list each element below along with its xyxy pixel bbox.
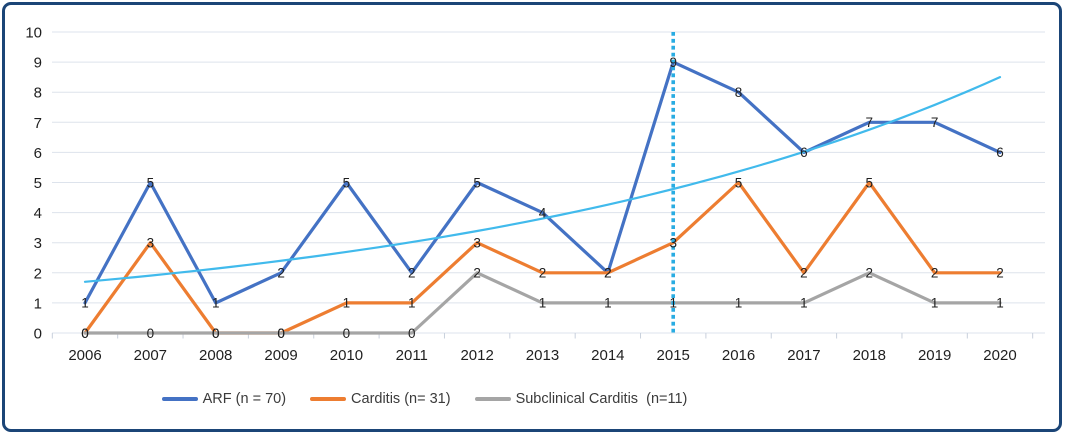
data-label: 0 xyxy=(212,326,220,341)
data-label: 1 xyxy=(735,296,743,311)
data-label: 2 xyxy=(604,266,612,281)
legend-item-carditis: Carditis (n= 31) xyxy=(310,391,451,407)
y-axis-tick-label: 4 xyxy=(34,205,42,222)
y-axis-tick-label: 8 xyxy=(34,85,42,102)
y-axis-tick-label: 7 xyxy=(34,115,42,132)
legend-label-arf: ARF (n = 70) xyxy=(202,391,287,407)
data-label: 2 xyxy=(277,266,285,281)
data-label: 9 xyxy=(669,55,677,70)
y-axis-tick-label: 6 xyxy=(34,145,42,162)
data-label: 1 xyxy=(81,296,89,311)
x-axis-tick-label: 2008 xyxy=(199,347,232,364)
data-label: 1 xyxy=(996,296,1004,311)
data-label: 8 xyxy=(735,85,743,100)
legend-label-subclinical-carditis: Subclinical Carditis (n=11) xyxy=(515,391,688,407)
x-axis-tick-label: 2019 xyxy=(918,347,951,364)
data-label: 0 xyxy=(277,326,285,341)
data-label: 5 xyxy=(147,175,155,190)
x-axis-tick-label: 2014 xyxy=(591,347,624,364)
data-label: 1 xyxy=(669,296,677,311)
x-axis-tick-label: 2010 xyxy=(330,347,363,364)
y-axis-tick-label: 0 xyxy=(34,326,42,343)
data-label: 0 xyxy=(408,326,416,341)
x-axis-tick-label: 2009 xyxy=(264,347,297,364)
data-label: 1 xyxy=(604,296,612,311)
series-line-2 xyxy=(83,271,1002,335)
data-label: 7 xyxy=(931,115,939,130)
data-label: 0 xyxy=(212,326,220,341)
y-axis-tick-label: 9 xyxy=(34,55,42,72)
legend: ARF (n = 70) Carditis (n= 31) Subclinica… xyxy=(0,391,957,407)
data-label: 0 xyxy=(277,326,285,341)
carditis-line-swatch xyxy=(310,397,347,401)
data-label: 1 xyxy=(408,296,416,311)
data-label: 2 xyxy=(473,266,481,281)
data-label: 3 xyxy=(147,236,155,251)
subclinical-carditis-line-swatch xyxy=(474,397,511,401)
data-label: 2 xyxy=(996,266,1004,281)
y-axis-tick-label: 2 xyxy=(34,265,42,282)
data-label: 2 xyxy=(931,266,939,281)
data-label: 6 xyxy=(996,145,1004,160)
y-axis-tick-label: 10 xyxy=(25,25,42,42)
arf-line-swatch xyxy=(161,397,198,401)
legend-item-arf: ARF (n = 70) xyxy=(161,391,287,407)
data-label: 7 xyxy=(866,115,874,130)
x-axis-tick-label: 2015 xyxy=(657,347,690,364)
data-label: 3 xyxy=(473,236,481,251)
legend-item-subclinical-carditis: Subclinical Carditis (n=11) xyxy=(474,391,688,407)
data-label: 1 xyxy=(212,296,220,311)
y-axis-tick-label: 1 xyxy=(34,295,42,312)
data-label: 5 xyxy=(866,175,874,190)
series-line-0 xyxy=(83,60,1002,305)
x-axis-tick-label: 2017 xyxy=(787,347,820,364)
data-label: 0 xyxy=(147,326,155,341)
data-label: 2 xyxy=(408,266,416,281)
y-axis-tick-label: 5 xyxy=(34,175,42,192)
x-axis-tick-label: 2006 xyxy=(68,347,101,364)
data-label: 1 xyxy=(343,296,351,311)
x-axis-tick-label: 2012 xyxy=(460,347,493,364)
data-label: 2 xyxy=(800,266,808,281)
data-label: 0 xyxy=(343,326,351,341)
data-label: 2 xyxy=(866,266,874,281)
data-label: 2 xyxy=(604,266,612,281)
data-label: 2 xyxy=(539,266,547,281)
y-axis-tick-label: 3 xyxy=(34,235,42,252)
x-axis-tick-label: 2016 xyxy=(722,347,755,364)
data-label: 5 xyxy=(343,175,351,190)
data-label: 1 xyxy=(931,296,939,311)
x-axis-tick-label: 2007 xyxy=(134,347,167,364)
x-axis-tick-label: 2013 xyxy=(526,347,559,364)
x-axis-tick-label: 2011 xyxy=(396,347,428,364)
x-axis-tick-label: 2018 xyxy=(853,347,886,364)
data-label: 4 xyxy=(539,205,547,220)
data-label: 1 xyxy=(800,296,808,311)
data-label: 3 xyxy=(669,236,677,251)
trendline xyxy=(83,76,1002,283)
x-axis-tick-label: 2020 xyxy=(983,347,1016,364)
data-label: 1 xyxy=(539,296,547,311)
data-label: 6 xyxy=(800,145,808,160)
data-label: 5 xyxy=(735,175,743,190)
data-label: 0 xyxy=(81,326,89,341)
data-label: 5 xyxy=(473,175,481,190)
legend-label-carditis: Carditis (n= 31) xyxy=(351,391,451,407)
data-label: 0 xyxy=(81,326,89,341)
